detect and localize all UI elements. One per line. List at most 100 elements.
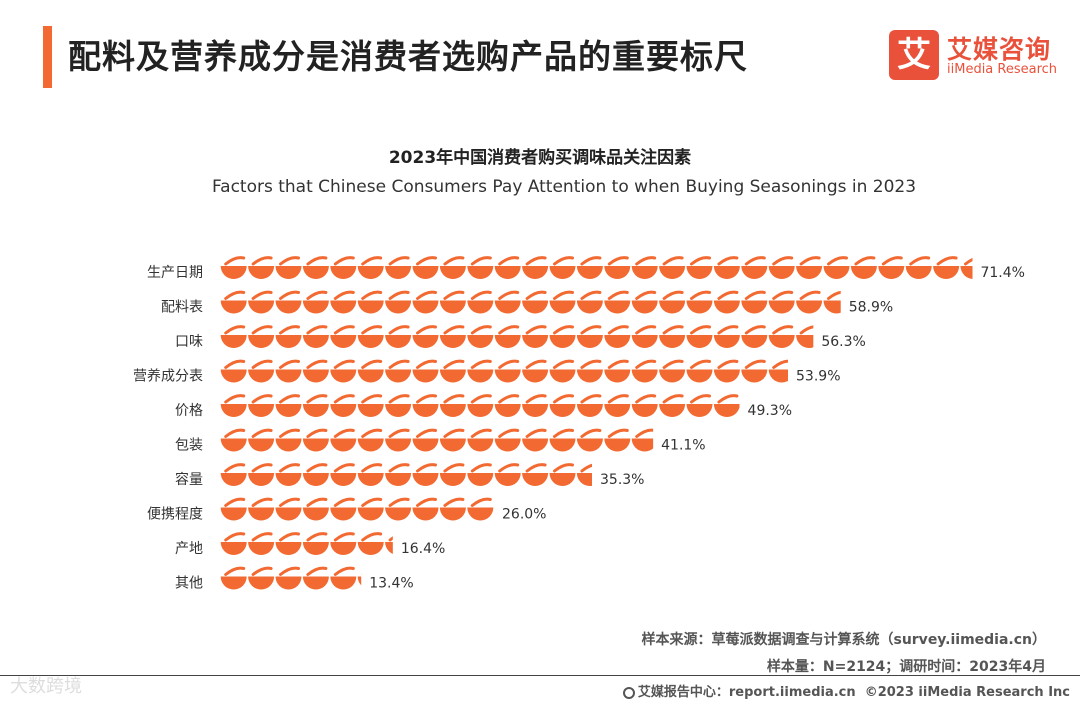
spoon-icon [443,290,465,300]
bowl-icon [604,369,631,383]
spoon-icon [690,394,711,404]
bowl-icon [357,335,384,348]
bar [220,325,814,348]
bowl-icon [275,542,302,555]
bowl-icon [549,473,576,486]
spoon-icon [361,359,383,369]
bowl-icon [220,542,247,555]
bowl-icon [768,369,789,383]
bowl-icon [659,404,686,417]
bowl-icon [412,335,439,348]
bowl-icon [302,542,329,555]
bowl-icon [439,473,466,486]
bowl-icon [576,335,603,348]
spoon-icon [251,532,273,542]
bowl-icon [467,404,494,417]
value-label: 35.3% [600,472,644,488]
bowl-icon [385,507,412,521]
spoon-icon [690,256,711,266]
bowl-icon [850,266,877,279]
bowl-icon [576,300,603,314]
spoon-icon [333,394,355,404]
spoon-icon [333,256,355,266]
spoon-icon [635,256,657,266]
bowl-icon [220,576,247,590]
bowl-icon [494,266,521,279]
spoon-icon [470,256,492,266]
bowl-icon [275,335,302,348]
spoon-icon [416,290,437,300]
spoon-icon [717,256,739,266]
spoon-icon [443,497,465,507]
bowl-icon [522,300,549,314]
bar [220,463,593,486]
bowl-icon [302,300,329,314]
spoon-icon [717,325,739,335]
bowl-icon [357,300,384,314]
spoon-icon [443,359,465,369]
bowl-icon [220,266,247,279]
spoon-icon [635,325,657,335]
bowl-icon [357,542,384,555]
spoon-icon [470,463,492,473]
bowl-icon [604,266,631,279]
spoon-icon [525,256,547,266]
spoon-icon [333,359,355,369]
value-label: 53.9% [796,369,840,385]
category-label: 生产日期 [147,265,203,281]
spoon-icon [525,325,547,335]
bowl-icon [823,300,841,314]
bowl-icon [604,438,631,452]
spoon-icon [224,325,246,335]
bowl-icon [741,266,768,279]
bowl-icon [357,473,384,486]
spoon-icon [881,256,903,266]
spoon-icon [498,325,520,335]
bowl-icon [741,300,768,314]
bowl-icon [549,438,576,452]
spoon-icon [333,497,355,507]
logo-cn-text: 艾媒咨询 [947,35,1052,64]
bowl-icon [713,335,740,348]
spoon-icon [388,463,410,473]
spoon-icon [388,428,410,438]
spoon-icon [772,359,789,369]
spoon-icon [224,532,246,542]
bar [220,394,740,417]
spoon-icon [416,497,437,507]
watermark: 大数跨境 [10,676,82,697]
bowl-icon [933,266,960,279]
spoon-icon [388,359,410,369]
bowl-icon [220,473,247,486]
spoon-icon [470,428,492,438]
spoon-icon [525,290,547,300]
bowl-icon [686,300,713,314]
spoon-icon [498,394,520,404]
bowl-icon [494,473,521,486]
report-center[interactable]: 艾媒报告中心：report.iimedia.cn [637,685,856,700]
spoon-icon [388,256,410,266]
bowl-icon [522,438,549,452]
bowl-icon [549,300,576,314]
spoon-icon [306,290,328,300]
spoon-icon [498,359,520,369]
spoon-icon [553,256,574,266]
spoon-icon [306,256,328,266]
source-note: 样本来源：草莓派数据调查与计算系统（survey.iimedia.cn） [641,632,1046,648]
bowl-icon [302,576,329,590]
globe-icon [622,687,635,699]
bowl-icon [631,369,658,383]
spoon-icon [306,359,328,369]
bowl-icon [686,369,713,383]
spoon-icon [443,394,465,404]
spoon-icon [361,463,383,473]
bowl-icon [385,266,412,279]
bowl-icon [275,473,302,486]
bowl-icon [248,369,275,383]
bar [220,566,362,590]
bowl-icon [878,266,905,279]
spoon-icon [690,325,711,335]
spoon-icon [279,290,300,300]
bowl-icon [686,335,713,348]
spoon-icon [580,394,602,404]
